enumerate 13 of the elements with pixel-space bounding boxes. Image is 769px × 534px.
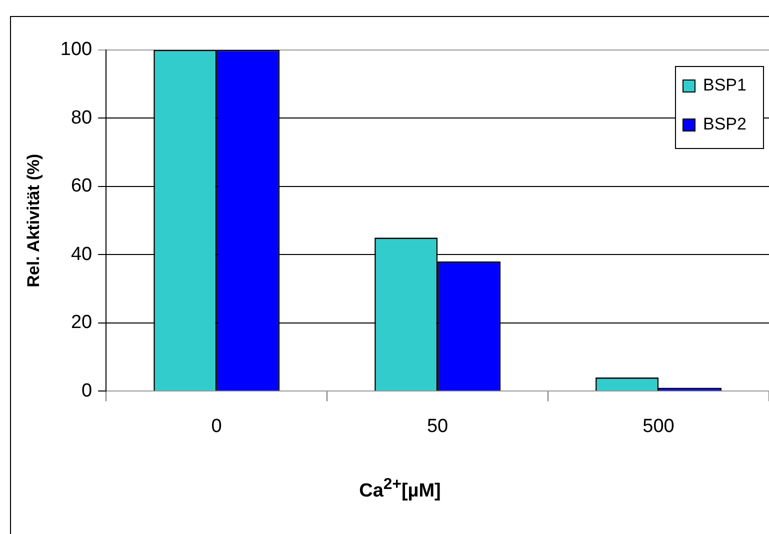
legend-label: BSP2	[703, 114, 746, 134]
legend-label: BSP1	[703, 76, 746, 95]
y-tick-label: 40	[70, 244, 92, 265]
x-tick-label: 50	[426, 416, 448, 437]
y-tick-label: 60	[70, 176, 92, 197]
y-tick-label: 100	[60, 39, 92, 60]
x-tick-label: 500	[642, 416, 674, 437]
y-axis-title: Rel. Aktivität (%)	[24, 154, 43, 288]
y-tick-label: 20	[70, 312, 92, 334]
y-tick-label: 0	[82, 380, 92, 402]
x-axis-title: Ca$^{2+}$[µM]	[358, 476, 442, 502]
y-tick-label: 80	[70, 107, 92, 128]
x-tick-label: 0	[211, 416, 222, 437]
